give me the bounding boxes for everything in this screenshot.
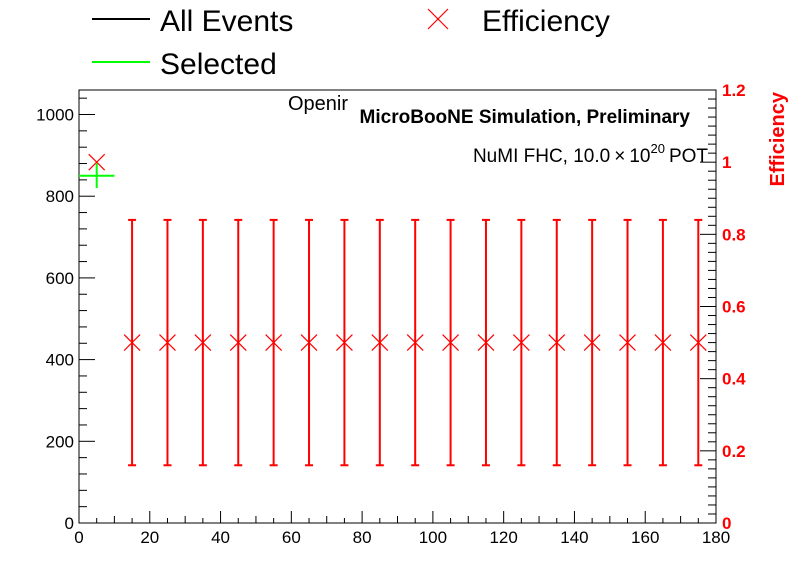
legend: All Events Efficiency Selected (92, 5, 610, 81)
legend-efficiency-label: Efficiency (482, 5, 610, 38)
y-right-tick-label: 0.2 (722, 442, 746, 461)
efficiency-point (477, 218, 495, 467)
beam-prefix: NuMI FHC, 10.0 (473, 146, 610, 167)
efficiency-point (335, 218, 353, 467)
series-selected (79, 163, 115, 189)
y-axis-right: 0 0.2 0.4 0.6 0.8 1 1.2 (700, 81, 746, 533)
efficiency-point (619, 218, 636, 467)
x-tick-label: 140 (560, 528, 588, 547)
y-left-tick-label: 200 (46, 432, 74, 451)
y-axis-left: 0 200 400 600 800 1000 (36, 97, 95, 533)
series-efficiency (88, 153, 707, 467)
efficiency-point (583, 218, 601, 467)
overlay-text: Openir (288, 93, 348, 115)
beam-base: 10 (629, 146, 650, 167)
efficiency-marker-b (583, 334, 601, 352)
efficiency-point (654, 218, 672, 467)
efficiency-marker-b (512, 334, 530, 352)
beam-exponent: 20 (650, 141, 664, 156)
selected-point (79, 163, 115, 189)
efficiency-point (371, 218, 389, 467)
y-left-tick-label: 1000 (36, 106, 74, 125)
efficiency-point (194, 218, 212, 467)
beam-times: × (614, 146, 625, 167)
y-right-tick-label: 0.8 (722, 225, 746, 244)
efficiency-marker-b (442, 334, 460, 352)
efficiency-marker-b (88, 153, 106, 171)
efficiency-point (548, 218, 566, 467)
y-left-tick-label: 800 (46, 187, 74, 206)
efficiency-marker-b (159, 334, 176, 352)
efficiency-marker-b (300, 334, 318, 352)
efficiency-marker-b (689, 334, 707, 352)
x-tick-label: 60 (282, 528, 301, 547)
y-right-tick-label: 0.4 (722, 370, 746, 389)
x-axis: 0 20 40 60 80 100 120 140 160 180 (74, 511, 730, 547)
y-left-tick-label: 0 (65, 514, 74, 533)
efficiency-point (300, 218, 318, 467)
efficiency-marker-b (548, 334, 566, 352)
efficiency-marker-b (654, 334, 672, 352)
efficiency-point (265, 218, 283, 467)
efficiency-marker-b (229, 334, 247, 352)
efficiency-marker-b (477, 334, 495, 352)
efficiency-marker-b (194, 334, 212, 352)
legend-efficiency-marker (427, 8, 449, 30)
x-tick-label: 80 (353, 528, 372, 547)
y-right-tick-label: 0 (722, 514, 731, 533)
efficiency-point (512, 218, 530, 467)
y-right-tick-label: 0.6 (722, 298, 746, 317)
x-tick-label: 120 (489, 528, 517, 547)
y-left-tick-label: 600 (46, 269, 74, 288)
efficiency-point (229, 218, 247, 467)
efficiency-point (442, 218, 460, 467)
efficiency-marker-b (371, 334, 389, 352)
legend-all-events-label: All Events (160, 5, 293, 38)
x-tick-label: 180 (702, 528, 730, 547)
efficiency-point (159, 218, 176, 467)
efficiency-marker-b (123, 334, 141, 352)
efficiency-marker-b (265, 334, 283, 352)
beam-suffix: POT (669, 146, 708, 167)
y-axis-right-title: Efficiency (767, 91, 789, 186)
efficiency-marker-b (406, 334, 424, 352)
x-tick-label: 40 (211, 528, 230, 547)
efficiency-marker-b (335, 334, 353, 352)
x-tick-label: 100 (419, 528, 447, 547)
legend-selected-label: Selected (160, 48, 277, 81)
x-tick-label: 0 (74, 528, 83, 547)
y-right-tick-label: 1 (722, 153, 731, 172)
experiment-label: MicroBooNE Simulation, Preliminary (360, 107, 691, 128)
y-right-tick-label: 1.2 (722, 81, 746, 100)
efficiency-point (123, 218, 141, 467)
x-tick-label: 20 (140, 528, 159, 547)
efficiency-point (88, 153, 106, 171)
beam-exposure-label: NuMI FHC, 10.0 × 1020 POT (473, 141, 708, 167)
efficiency-point (406, 218, 424, 467)
y-left-tick-label: 400 (46, 351, 74, 370)
efficiency-point (689, 218, 707, 467)
efficiency-marker-b (619, 334, 636, 352)
x-tick-label: 160 (631, 528, 659, 547)
